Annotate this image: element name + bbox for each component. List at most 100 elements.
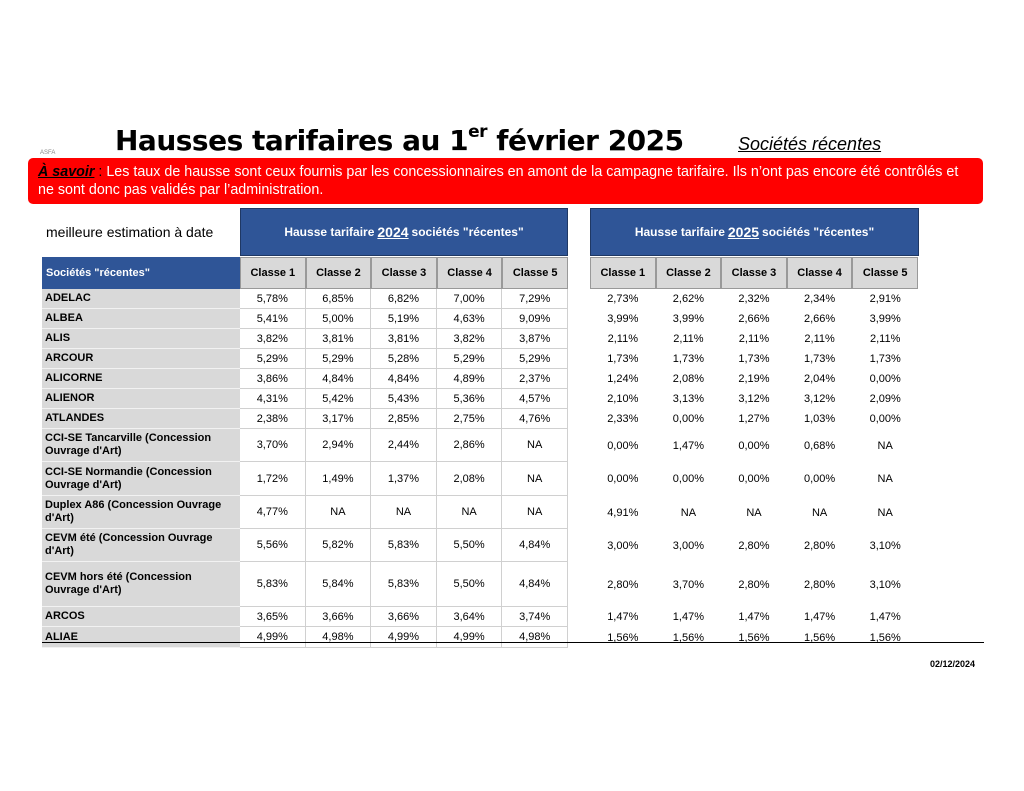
cell-2025-classe-3: 1,47% xyxy=(738,611,770,623)
table-baseline xyxy=(42,642,984,643)
page-title: Hausses tarifaires au 1er février 2025 xyxy=(115,122,684,157)
cell-2025-classe-5: 1,56% xyxy=(869,631,901,644)
cell-2025-classe-5: 3,10% xyxy=(869,539,901,552)
cell-2024-classe-5: 2,37% xyxy=(502,369,568,389)
row-name: ARCOS xyxy=(42,607,240,627)
cell-2024-classe-4: 4,63% xyxy=(436,309,503,329)
cell-2024-classe-2: 4,84% xyxy=(305,369,372,389)
cell-2024-classe-2: 5,29% xyxy=(305,349,372,369)
class-header-2025-5: Classe 5 xyxy=(852,257,918,289)
cell-2024-classe-4: 4,89% xyxy=(436,369,503,389)
cell-2024-classe-2: 5,84% xyxy=(305,562,372,607)
cell-2024-classe-3: 5,43% xyxy=(371,389,437,409)
cell-2024-classe-1: 5,78% xyxy=(240,289,306,309)
cell-2025-classe-1: 1,73% xyxy=(607,353,639,365)
cell-2024-classe-5: 5,29% xyxy=(502,349,568,369)
row-name: CEVM été (Concession Ouvrage d'Art) xyxy=(42,529,240,562)
cell-2024-classe-4: 5,50% xyxy=(436,562,503,607)
estimate-label: meilleure estimation à date xyxy=(46,224,214,240)
cell-2024-classe-3: 1,37% xyxy=(371,462,437,496)
cell-2025-classe-5: 2,11% xyxy=(870,333,901,345)
cell-2025-classe-1: 3,99% xyxy=(607,313,639,325)
cell-2024-classe-3: 5,83% xyxy=(371,529,437,562)
cell-2024-classe-1: 5,29% xyxy=(240,349,306,369)
cell-2024-classe-2: 6,85% xyxy=(305,289,372,309)
cell-2024-classe-5: 4,84% xyxy=(502,562,568,607)
cell-2025-classe-5: NA xyxy=(877,506,893,519)
cell-2024-classe-4: 3,64% xyxy=(436,607,503,627)
cell-2024-classe-4: 2,08% xyxy=(436,462,503,496)
cell-2025-classe-2: 2,11% xyxy=(673,333,704,345)
cell-2025-classe-3: 2,32% xyxy=(738,293,770,305)
cell-2024-classe-4: 5,50% xyxy=(436,529,503,562)
cell-2025-classe-2: 2,08% xyxy=(672,373,704,385)
cell-2024-classe-3: 2,85% xyxy=(371,409,437,429)
cell-2024-classe-2: 1,49% xyxy=(305,462,372,496)
cell-2024-classe-3: 3,66% xyxy=(371,607,437,627)
cell-2024-classe-1: 4,31% xyxy=(240,389,306,409)
warning-banner: À savoir : Les taux de hausse sont ceux … xyxy=(28,158,983,204)
class-header-2025-4: Classe 4 xyxy=(786,257,853,289)
cell-2025-classe-4: 1,73% xyxy=(803,353,836,365)
row-name: ADELAC xyxy=(42,289,240,309)
cell-2025-classe-1: 1,47% xyxy=(607,611,639,623)
title-suffix: février 2025 xyxy=(487,124,684,157)
cell-2025-classe-2: 2,62% xyxy=(672,293,704,305)
cell-2025-classe-1: 2,33% xyxy=(607,413,639,425)
cell-2024-classe-2: 5,00% xyxy=(305,309,372,329)
cell-2025-classe-4: 2,11% xyxy=(804,333,835,345)
cell-2025-classe-1: 3,00% xyxy=(607,539,639,552)
cell-2025-classe-4: 2,04% xyxy=(803,373,836,385)
class-header-2024-3: Classe 3 xyxy=(371,257,437,289)
class-header-2024-5: Classe 5 xyxy=(502,257,568,289)
cell-2024-classe-2: 4,98% xyxy=(305,627,372,648)
cell-2024-classe-1: 3,82% xyxy=(240,329,306,349)
class-header-2025-1: Classe 1 xyxy=(590,257,656,289)
row-name: CEVM hors été (Concession Ouvrage d'Art) xyxy=(42,562,240,607)
cell-2024-classe-3: NA xyxy=(371,496,437,529)
cell-2025-classe-3: 3,12% xyxy=(738,393,770,405)
cell-2025-classe-5: 3,99% xyxy=(869,313,901,325)
class-header-2024-1: Classe 1 xyxy=(240,257,306,289)
cell-2024-classe-1: 5,41% xyxy=(240,309,306,329)
cell-2024-classe-5: 3,87% xyxy=(502,329,568,349)
cell-2024-classe-4: 2,86% xyxy=(436,429,503,462)
cell-2025-classe-3: 1,56% xyxy=(738,631,770,644)
cell-2025-classe-3: 2,19% xyxy=(738,373,770,385)
banner-lead: À savoir xyxy=(38,164,95,180)
header-2025: Hausse tarifaire 2025 sociétés "récentes… xyxy=(590,208,919,256)
cell-2025-classe-2: 1,47% xyxy=(672,439,704,452)
cell-2025-classe-4: 0,68% xyxy=(803,439,836,452)
cell-2024-classe-2: 5,42% xyxy=(305,389,372,409)
societes-header: Sociétés "récentes" xyxy=(42,257,240,289)
row-name: ALBEA xyxy=(42,309,240,329)
cell-2024-classe-1: 1,72% xyxy=(240,462,306,496)
cell-2025-classe-2: NA xyxy=(680,506,697,519)
cell-2024-classe-3: 2,44% xyxy=(371,429,437,462)
cell-2024-classe-4: 5,29% xyxy=(436,349,503,369)
cell-2024-classe-1: 3,86% xyxy=(240,369,306,389)
cell-2024-classe-5: NA xyxy=(502,462,568,496)
cell-2025-classe-5: 2,91% xyxy=(869,293,901,305)
cell-2025-classe-5: 1,73% xyxy=(869,353,901,365)
cell-2024-classe-3: 3,81% xyxy=(371,329,437,349)
cell-2025-classe-5: NA xyxy=(877,439,893,452)
cell-2024-classe-1: 3,65% xyxy=(240,607,306,627)
title-superscript: er xyxy=(468,122,488,142)
cell-2025-classe-4: 3,12% xyxy=(803,393,836,405)
cell-2025-classe-1: 1,56% xyxy=(607,631,639,644)
header-2024-prefix: Hausse tarifaire xyxy=(284,225,375,239)
cell-2025-classe-3: 1,27% xyxy=(738,413,770,425)
cell-2024-classe-4: 3,82% xyxy=(436,329,503,349)
cell-2024-classe-4: 2,75% xyxy=(436,409,503,429)
cell-2025-classe-5: 1,47% xyxy=(869,611,901,623)
cell-2025-classe-2: 0,00% xyxy=(672,413,704,425)
cell-2025-classe-4: 1,47% xyxy=(803,611,836,623)
header-2025-year: 2025 xyxy=(727,224,760,240)
cell-2024-classe-3: 4,84% xyxy=(371,369,437,389)
cell-2025-classe-2: 1,47% xyxy=(672,611,704,623)
cell-2025-classe-5: 0,00% xyxy=(869,413,901,425)
cell-2024-classe-1: 2,38% xyxy=(240,409,306,429)
cell-2025-classe-3: 2,80% xyxy=(738,539,770,552)
cell-2024-classe-1: 4,77% xyxy=(240,496,306,529)
